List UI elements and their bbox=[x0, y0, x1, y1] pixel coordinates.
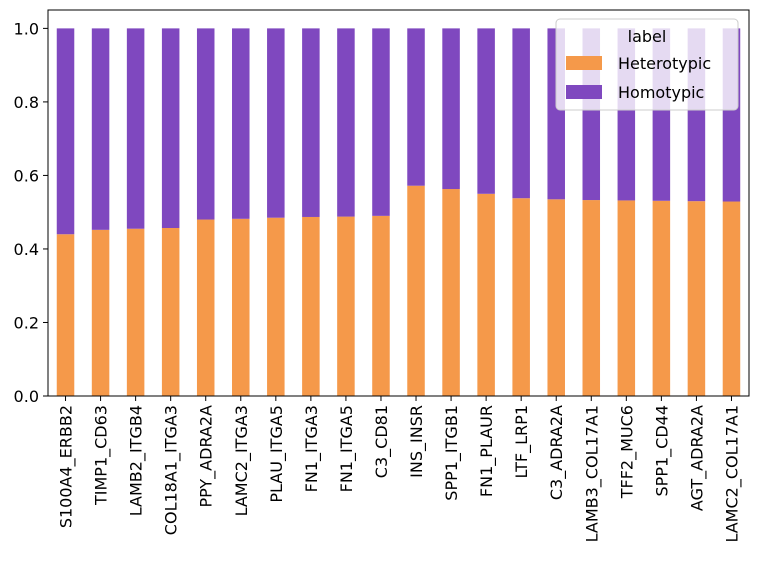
x-tick-label: SPP1_ITGB1 bbox=[442, 405, 462, 501]
bar-homotypic-ppy_adra2a bbox=[196, 28, 215, 220]
x-tick-label: FN1_ITGA5 bbox=[337, 405, 357, 492]
legend-swatch-heterotypic bbox=[566, 56, 602, 70]
y-tick-label: 0.6 bbox=[14, 166, 39, 185]
x-tick-label: S100A4_ERBB2 bbox=[57, 405, 77, 528]
bar-heterotypic-tff2_muc6 bbox=[617, 200, 636, 396]
y-tick-label: 1.0 bbox=[14, 19, 39, 38]
plot-frame bbox=[47, 9, 750, 397]
bar-homotypic-timp1_cd63 bbox=[91, 28, 110, 230]
x-tick-label: PPY_ADRA2A bbox=[197, 405, 217, 508]
x-tick-label: C3_ADRA2A bbox=[547, 405, 567, 500]
legend-swatch-homotypic bbox=[566, 85, 602, 99]
bar-homotypic-fn1_plaur bbox=[477, 28, 495, 194]
bar-heterotypic-ins_insr bbox=[407, 185, 425, 396]
legend-title: label bbox=[628, 27, 667, 46]
bar-heterotypic-lamb2_itgb4 bbox=[126, 228, 145, 396]
x-tick-label: TFF2_MUC6 bbox=[617, 405, 637, 499]
bar-homotypic-ltf_lrp1 bbox=[512, 28, 530, 199]
bar-homotypic-plau_itga5 bbox=[267, 28, 285, 218]
x-tick-label: SPP1_CD44 bbox=[652, 405, 672, 496]
x-tick-label: FN1_PLAUR bbox=[477, 405, 497, 497]
x-axis: S100A4_ERBB2 TIMP1_CD63 LAMB2_ITGB4 COL18A1… bbox=[57, 396, 742, 543]
y-tick-label: 0.2 bbox=[14, 313, 39, 332]
x-tick-label: AGT_ADRA2A bbox=[687, 405, 707, 511]
x-tick-label: TIMP1_CD63 bbox=[92, 405, 112, 506]
x-tick-label: COL18A1_ITGA3 bbox=[162, 405, 182, 535]
bar-heterotypic-col18a1_itga3 bbox=[161, 228, 180, 396]
bar-heterotypic-c3_cd81 bbox=[372, 215, 390, 396]
bar-heterotypic-plau_itga5 bbox=[267, 217, 285, 396]
legend: label Heterotypic Homotypic bbox=[555, 18, 739, 111]
bar-heterotypic-agt_adra2a bbox=[687, 201, 706, 396]
x-tick-label: LTF_LRP1 bbox=[512, 405, 532, 479]
x-tick-label: LAMC2_ITGA3 bbox=[232, 405, 252, 516]
y-tick-label: 0.8 bbox=[14, 93, 39, 112]
legend-label-heterotypic: Heterotypic bbox=[618, 54, 711, 73]
bar-heterotypic-c3_adra2a bbox=[547, 199, 565, 396]
bar-heterotypic-timp1_cd63 bbox=[91, 229, 110, 396]
bar-heterotypic-spp1_cd44 bbox=[652, 200, 671, 396]
bar-homotypic-lamb2_itgb4 bbox=[126, 28, 145, 229]
x-tick-label: C3_CD81 bbox=[372, 405, 392, 478]
y-tick-label: 0.0 bbox=[14, 387, 39, 406]
bar-homotypic-col18a1_itga3 bbox=[161, 28, 180, 228]
bar-heterotypic-fn1_plaur bbox=[477, 193, 495, 396]
bar-homotypic-lamc2_itga3 bbox=[232, 28, 250, 219]
bar-heterotypic-fn1_itga5 bbox=[337, 216, 355, 396]
legend-label-homotypic: Homotypic bbox=[618, 83, 704, 102]
x-tick-label: LAMB2_ITGB4 bbox=[127, 405, 147, 516]
bar-heterotypic-spp1_itgb1 bbox=[442, 189, 460, 396]
bar-heterotypic-ppy_adra2a bbox=[196, 219, 215, 396]
bar-homotypic-ins_insr bbox=[407, 28, 425, 186]
y-tick-label: 0.4 bbox=[14, 240, 39, 259]
x-tick-label: INS_INSR bbox=[407, 405, 427, 478]
bar-heterotypic-s100a4_erbb2 bbox=[56, 234, 75, 396]
x-tick-label: LAMC2_COL17A1 bbox=[722, 405, 742, 543]
bar-homotypic-fn1_itga3 bbox=[302, 28, 320, 217]
bar-heterotypic-fn1_itga3 bbox=[302, 216, 320, 396]
y-axis: 0.0 0.2 0.4 0.6 0.8 1.0 bbox=[14, 19, 48, 406]
bars-layer bbox=[56, 28, 741, 396]
x-tick-label: FN1_ITGA3 bbox=[302, 405, 322, 492]
bar-heterotypic-lamc2_itga3 bbox=[232, 218, 250, 396]
bar-homotypic-spp1_itgb1 bbox=[442, 28, 460, 190]
bar-heterotypic-lamb3_col17a1 bbox=[582, 200, 601, 396]
bar-homotypic-fn1_itga5 bbox=[337, 28, 355, 217]
bar-homotypic-c3_cd81 bbox=[372, 28, 390, 216]
bar-heterotypic-lamc2_col17a1 bbox=[722, 201, 741, 396]
x-tick-label: LAMB3_COL17A1 bbox=[582, 405, 602, 542]
bar-heterotypic-ltf_lrp1 bbox=[512, 198, 530, 396]
bar-homotypic-s100a4_erbb2 bbox=[56, 28, 75, 235]
x-tick-label: PLAU_ITGA5 bbox=[267, 405, 287, 503]
